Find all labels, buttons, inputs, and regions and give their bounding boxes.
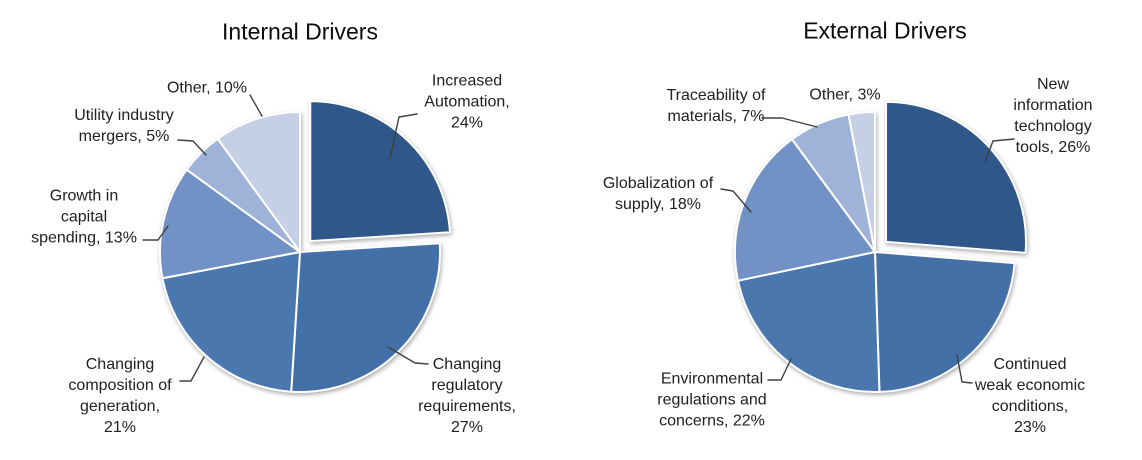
- slice-label-globalization-of-supply: Globalization of supply, 18%: [602, 175, 714, 213]
- slice-label-new-information-technology-tools: New information technology tools, 26%: [1013, 76, 1093, 156]
- slice-label-continued-weak-economic-conditions: Continued weak economic conditions, 23%: [974, 356, 1086, 436]
- pie-slice-new-information-technology-tools: [885, 100, 1028, 254]
- pie-slice-growth-in-capital-spending: [159, 168, 301, 280]
- leader-line-environmental-regulations-and-concerns: [767, 358, 792, 381]
- slice-label-other: Other, 3%: [809, 86, 881, 104]
- pie-slice-changing-regulatory-requirements: [290, 242, 441, 393]
- slice-label-environmental-regulations-and-concerns: Environmental regulations and concerns, …: [657, 370, 767, 430]
- leader-line-globalization-of-supply: [720, 188, 752, 213]
- pie-slice-environmental-regulations-and-concerns: [736, 251, 881, 393]
- slice-label-other: Other, 10%: [166, 79, 248, 97]
- slice-label-changing-composition-of-generation: Changing composition of generation, 21%: [68, 356, 172, 436]
- internal-drivers-pie: [142, 94, 451, 393]
- external-drivers-pie: [720, 100, 1028, 393]
- leader-line-growth-in-capital-spending: [142, 225, 169, 241]
- slice-label-increased-automation: Increased Automation, 24%: [424, 72, 510, 132]
- leader-line-utility-industry-mergers: [177, 139, 207, 156]
- external-drivers-chart: External Drivers New information technol…: [571, 0, 1142, 460]
- slice-label-changing-regulatory-requirements: Changing regulatory requirements, 27%: [418, 356, 516, 436]
- leader-line-changing-regulatory-requirements: [387, 346, 429, 365]
- chart-title-internal: Internal Drivers: [222, 18, 378, 45]
- leader-line-changing-composition-of-generation: [179, 356, 205, 382]
- pie-slice-other: [847, 111, 876, 253]
- pie-slice-other: [216, 111, 301, 253]
- slice-label-traceability-of-materials: Traceability of materials, 7%: [666, 87, 766, 125]
- pie-slice-changing-composition-of-generation: [161, 251, 301, 393]
- leader-line-traceability-of-materials: [761, 117, 818, 128]
- slice-label-growth-in-capital-spending: Growth in capital spending, 13%: [31, 187, 137, 247]
- leader-line-new-information-technology-tools: [984, 138, 1015, 163]
- pie-slice-globalization-of-supply: [734, 138, 876, 282]
- internal-drivers-chart: Internal Drivers Increased Automation, 2…: [31, 18, 516, 437]
- pie-slice-increased-automation: [309, 100, 451, 243]
- pie-slice-continued-weak-economic-conditions: [874, 251, 1016, 393]
- chart-title-external: External Drivers: [803, 17, 967, 44]
- leader-line-other: [249, 94, 263, 117]
- leader-line-increased-automation: [389, 113, 418, 159]
- leader-line-continued-weak-economic-conditions: [956, 354, 973, 384]
- slice-label-utility-industry-mergers: Utility industry mergers, 5%: [74, 107, 174, 145]
